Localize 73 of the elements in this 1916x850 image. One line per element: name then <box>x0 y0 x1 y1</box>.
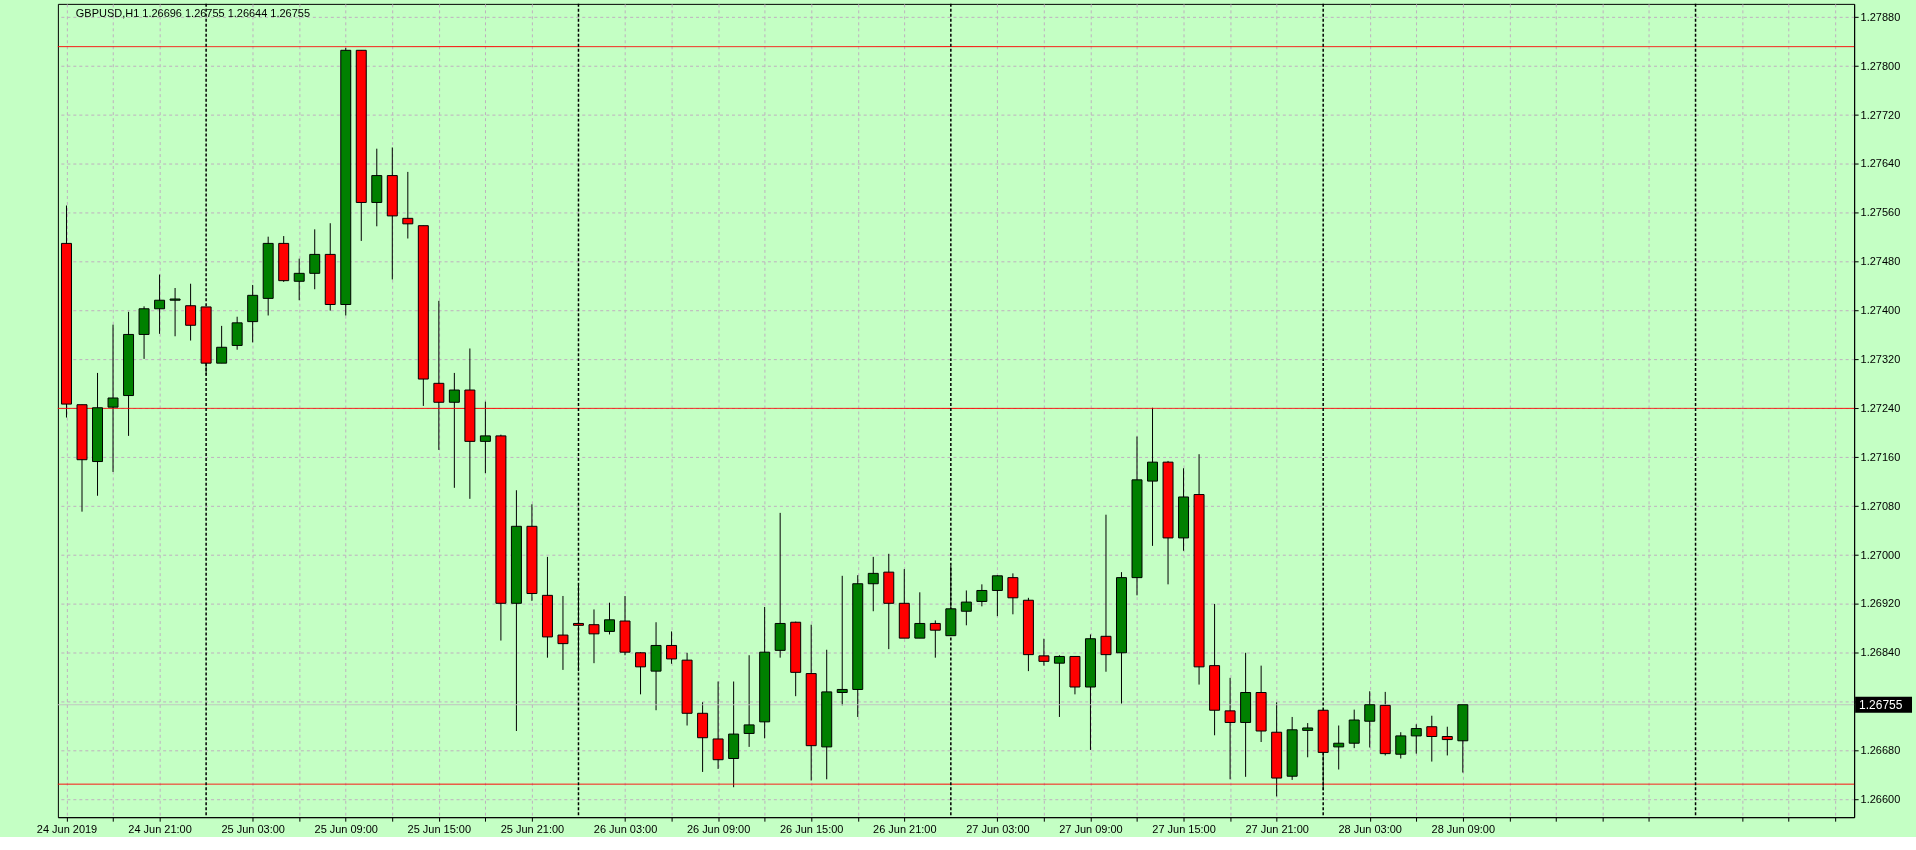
candlestick <box>1147 407 1159 547</box>
candlestick <box>448 372 460 489</box>
y-tick-label: 1.27560 <box>1860 206 1901 219</box>
y-tick-label: 1.27160 <box>1860 450 1901 463</box>
candlestick <box>743 654 755 748</box>
candlestick <box>604 602 615 635</box>
x-tick-label: 27 Jun 21:00 <box>1245 822 1309 835</box>
x-tick-label: 25 Jun 15:00 <box>407 822 472 835</box>
y-tick-label: 1.27240 <box>1860 401 1901 414</box>
x-tick-label: 24 Jun 21:00 <box>128 822 192 835</box>
x-tick-label: 25 Jun 21:00 <box>500 822 565 835</box>
y-tick-label: 1.26840 <box>1860 646 1901 659</box>
candlestick <box>836 575 848 706</box>
x-tick-label: 26 Jun 09:00 <box>686 822 751 835</box>
y-tick-label: 1.27000 <box>1860 548 1901 561</box>
candlestick <box>1038 638 1050 667</box>
candlestick <box>216 325 228 364</box>
x-tick-label: 25 Jun 09:00 <box>314 822 378 835</box>
y-tick-label: 1.26680 <box>1860 744 1901 757</box>
chart-title: GBPUSD,H1 1.26696 1.26755 1.26644 1.26755 <box>75 6 311 19</box>
x-tick-label: 26 Jun 03:00 <box>593 822 658 835</box>
x-tick-label: 26 Jun 15:00 <box>779 822 844 835</box>
y-tick-label: 1.26920 <box>1860 597 1901 610</box>
candlestick <box>557 595 569 671</box>
candlestick <box>929 619 941 659</box>
candlestick <box>666 630 678 665</box>
ref-line-label: 1.26755 <box>1859 697 1903 712</box>
candlestick <box>976 583 988 607</box>
candlestick <box>1224 677 1236 780</box>
y-tick-label: 1.27400 <box>1860 304 1901 317</box>
candlestick <box>169 287 181 337</box>
y-tick-label: 1.27880 <box>1860 10 1901 23</box>
candlestick <box>293 258 305 301</box>
y-tick-label: 1.27720 <box>1860 108 1901 121</box>
candlestick <box>107 324 119 473</box>
candlestick <box>1426 715 1438 763</box>
candlestick <box>1364 690 1376 749</box>
candlestick <box>1410 723 1422 755</box>
candlestick <box>588 608 600 664</box>
x-tick-label: 24 Jun 2019 <box>36 822 98 835</box>
candlestick <box>1302 722 1314 758</box>
x-tick-label: 28 Jun 03:00 <box>1338 822 1402 835</box>
x-tick-label: 26 Jun 21:00 <box>873 822 937 835</box>
candlestick <box>309 228 321 290</box>
candlestick <box>154 274 166 335</box>
y-tick-label: 1.26600 <box>1860 792 1901 805</box>
candlestick <box>1395 731 1407 760</box>
x-tick-label: 25 Jun 03:00 <box>221 822 285 835</box>
candlestick <box>1053 654 1065 718</box>
candlestick <box>231 316 243 351</box>
candlestick <box>1333 725 1345 771</box>
x-tick-label: 27 Jun 03:00 <box>966 822 1030 835</box>
candlestick <box>402 171 414 240</box>
y-tick-label: 1.27800 <box>1860 59 1901 72</box>
candlestick <box>991 574 1003 617</box>
candlestick <box>479 401 491 474</box>
candlestick <box>712 681 724 770</box>
y-tick-label: 1.27480 <box>1860 255 1901 268</box>
x-tick-label: 27 Jun 15:00 <box>1152 822 1216 835</box>
y-tick-label: 1.27640 <box>1860 157 1901 170</box>
candlestick <box>1100 514 1112 673</box>
candlestick <box>867 556 879 612</box>
candlestick <box>1348 709 1360 749</box>
y-tick-label: 1.27320 <box>1860 352 1901 365</box>
candlestick <box>1441 726 1453 756</box>
y-tick-label: 1.27080 <box>1860 499 1901 512</box>
candlestick <box>185 283 197 342</box>
candlestick <box>635 651 647 695</box>
x-tick-label: 28 Jun 09:00 <box>1431 822 1496 835</box>
candlestick <box>914 591 926 639</box>
candlestick <box>960 589 972 626</box>
candlestick <box>1007 572 1019 615</box>
x-tick-label: 27 Jun 09:00 <box>1059 822 1123 835</box>
